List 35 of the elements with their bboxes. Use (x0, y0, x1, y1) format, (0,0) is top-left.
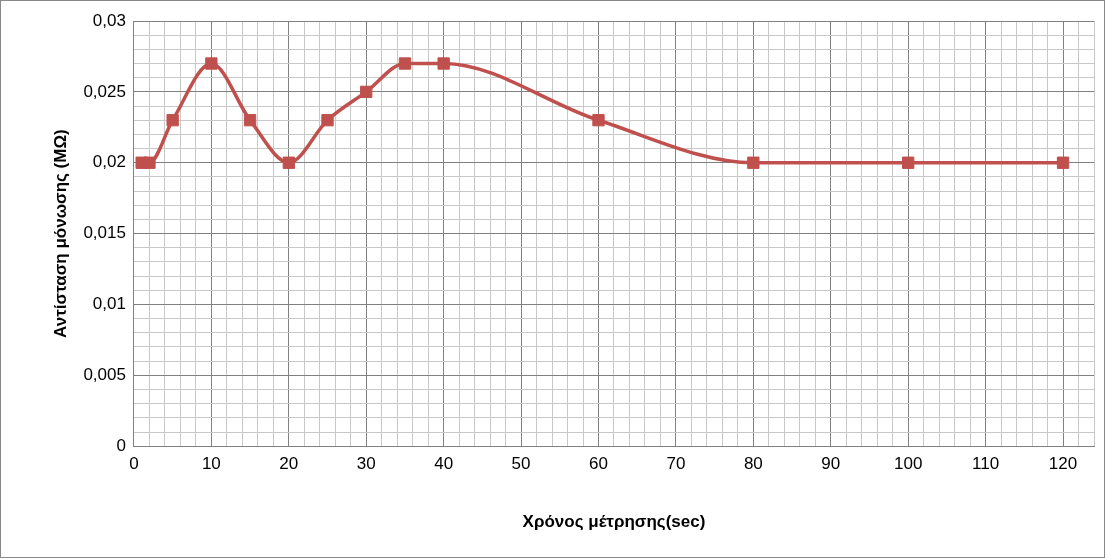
x-tick-label: 100 (893, 454, 923, 474)
point (592, 114, 605, 127)
y-tick-label: 0,015 (83, 223, 126, 243)
x-tick-label: 0 (129, 454, 139, 474)
point (747, 156, 760, 169)
x-tick-label: 20 (279, 454, 299, 474)
x-tick-label: 90 (821, 454, 841, 474)
point (243, 114, 257, 127)
x-tick-label: 40 (434, 454, 454, 474)
point (166, 114, 179, 127)
y-tick-label: 0,005 (83, 365, 126, 385)
y-tick-label: 0,03 (92, 10, 126, 30)
point (143, 156, 156, 169)
x-tick-label: 120 (1048, 454, 1078, 474)
point (1056, 156, 1070, 169)
x-tick-label: 110 (972, 454, 1000, 474)
point (902, 156, 915, 169)
x-tick-label: 70 (666, 454, 686, 474)
point (282, 156, 295, 169)
x-tick-label: 50 (511, 454, 531, 474)
point (205, 57, 218, 70)
x-tick-label: 10 (201, 454, 221, 474)
y-tick-label: 0,02 (92, 152, 126, 172)
y-tick-label: 0,01 (92, 294, 126, 314)
y-tick-label: 0 (116, 435, 126, 455)
point (437, 57, 450, 70)
x-tick-label: 80 (743, 454, 763, 474)
x-tick-label: 60 (589, 454, 608, 474)
point (321, 114, 334, 127)
y-axis-title: Αντίσταση μόνωσης (ΜΩ) (50, 129, 70, 338)
point (360, 85, 373, 99)
x-axis-title: Χρόνος μέτρησης(sec) (522, 512, 706, 532)
point (398, 57, 412, 70)
y-tick-label: 0,025 (83, 81, 126, 101)
x-tick-label: 30 (356, 454, 376, 474)
